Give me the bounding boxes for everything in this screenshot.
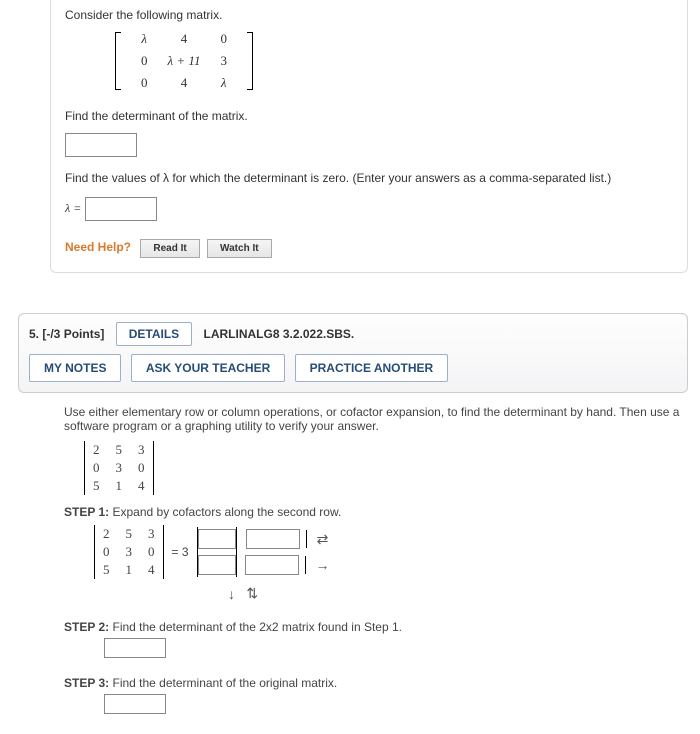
determinant-input[interactable] xyxy=(65,133,137,157)
step1-expansion: 253 030 514 = 3 ⇄ → xyxy=(94,525,686,579)
ask-teacher-button[interactable]: ASK YOUR TEACHER xyxy=(131,354,285,382)
cof-11-input[interactable] xyxy=(245,555,299,575)
cof-01-input[interactable] xyxy=(246,529,300,549)
step1-matrix: 253 030 514 xyxy=(94,525,164,579)
need-help-label: Need Help? xyxy=(65,240,131,254)
step3-label: STEP 3: xyxy=(64,676,109,690)
arrow-right2-icon[interactable]: → xyxy=(316,557,330,573)
m-1-1: λ + 11 xyxy=(168,53,201,68)
arrow-right-icon[interactable]: ⇄ xyxy=(317,531,329,548)
practice-another-button[interactable]: PRACTICE ANOTHER xyxy=(295,354,449,382)
step1-label: STEP 1: xyxy=(64,505,109,519)
q5-source: LARLINALG8 3.2.022.SBS. xyxy=(204,327,355,341)
m-0-1: 4 xyxy=(158,28,211,50)
m-2-0: 0 xyxy=(131,72,158,94)
q5-number: 5. xyxy=(29,327,39,341)
question-5-header: 5. [-/3 Points] DETAILS LARLINALG8 3.2.0… xyxy=(18,313,688,393)
m-0-2: 0 xyxy=(210,28,237,50)
step1-text: Expand by cofactors along the second row… xyxy=(112,505,341,519)
step2-input[interactable] xyxy=(104,638,166,658)
my-notes-button[interactable]: MY NOTES xyxy=(29,354,121,382)
details-button[interactable]: DETAILS xyxy=(116,322,192,346)
question-5-body: Use either elementary row or column oper… xyxy=(0,393,700,734)
q4-find-lambda: Find the values of λ for which the deter… xyxy=(65,171,673,185)
step2-label: STEP 2: xyxy=(64,620,109,634)
lambda-input[interactable] xyxy=(85,197,157,221)
m-2-2: λ xyxy=(221,75,227,90)
cof-00-input[interactable] xyxy=(198,529,236,549)
eq-coeff: = 3 xyxy=(172,545,189,559)
read-it-button[interactable]: Read It xyxy=(140,239,199,258)
m-1-2: 3 xyxy=(210,50,237,72)
step2-text: Find the determinant of the 2x2 matrix f… xyxy=(112,620,402,634)
m-1-0: 0 xyxy=(131,50,158,72)
arrow-down-icon[interactable]: ↓ xyxy=(228,586,235,602)
q4-intro: Consider the following matrix. xyxy=(65,8,673,22)
arrow-updown-icon[interactable]: ⇅ xyxy=(246,585,258,602)
cof-10-input[interactable] xyxy=(198,555,236,575)
q5-points: [-/3 Points] xyxy=(42,327,104,341)
m-0-0: λ xyxy=(141,31,147,46)
question-4-box: Consider the following matrix. λ 4 0 0 λ… xyxy=(50,0,688,273)
step3-input[interactable] xyxy=(104,694,166,714)
lambda-label: λ = xyxy=(65,201,81,215)
m-2-1: 4 xyxy=(158,72,211,94)
q4-matrix: λ 4 0 0 λ + 11 3 0 4 λ xyxy=(105,28,263,94)
step3-text: Find the determinant of the original mat… xyxy=(112,676,337,690)
help-row: Need Help? Read It Watch It xyxy=(65,239,673,258)
q5-matrix: 253 030 514 xyxy=(84,441,154,495)
q5-instructions: Use either elementary row or column oper… xyxy=(64,405,686,433)
watch-it-button[interactable]: Watch It xyxy=(207,239,272,258)
q4-find-det: Find the determinant of the matrix. xyxy=(65,109,673,123)
